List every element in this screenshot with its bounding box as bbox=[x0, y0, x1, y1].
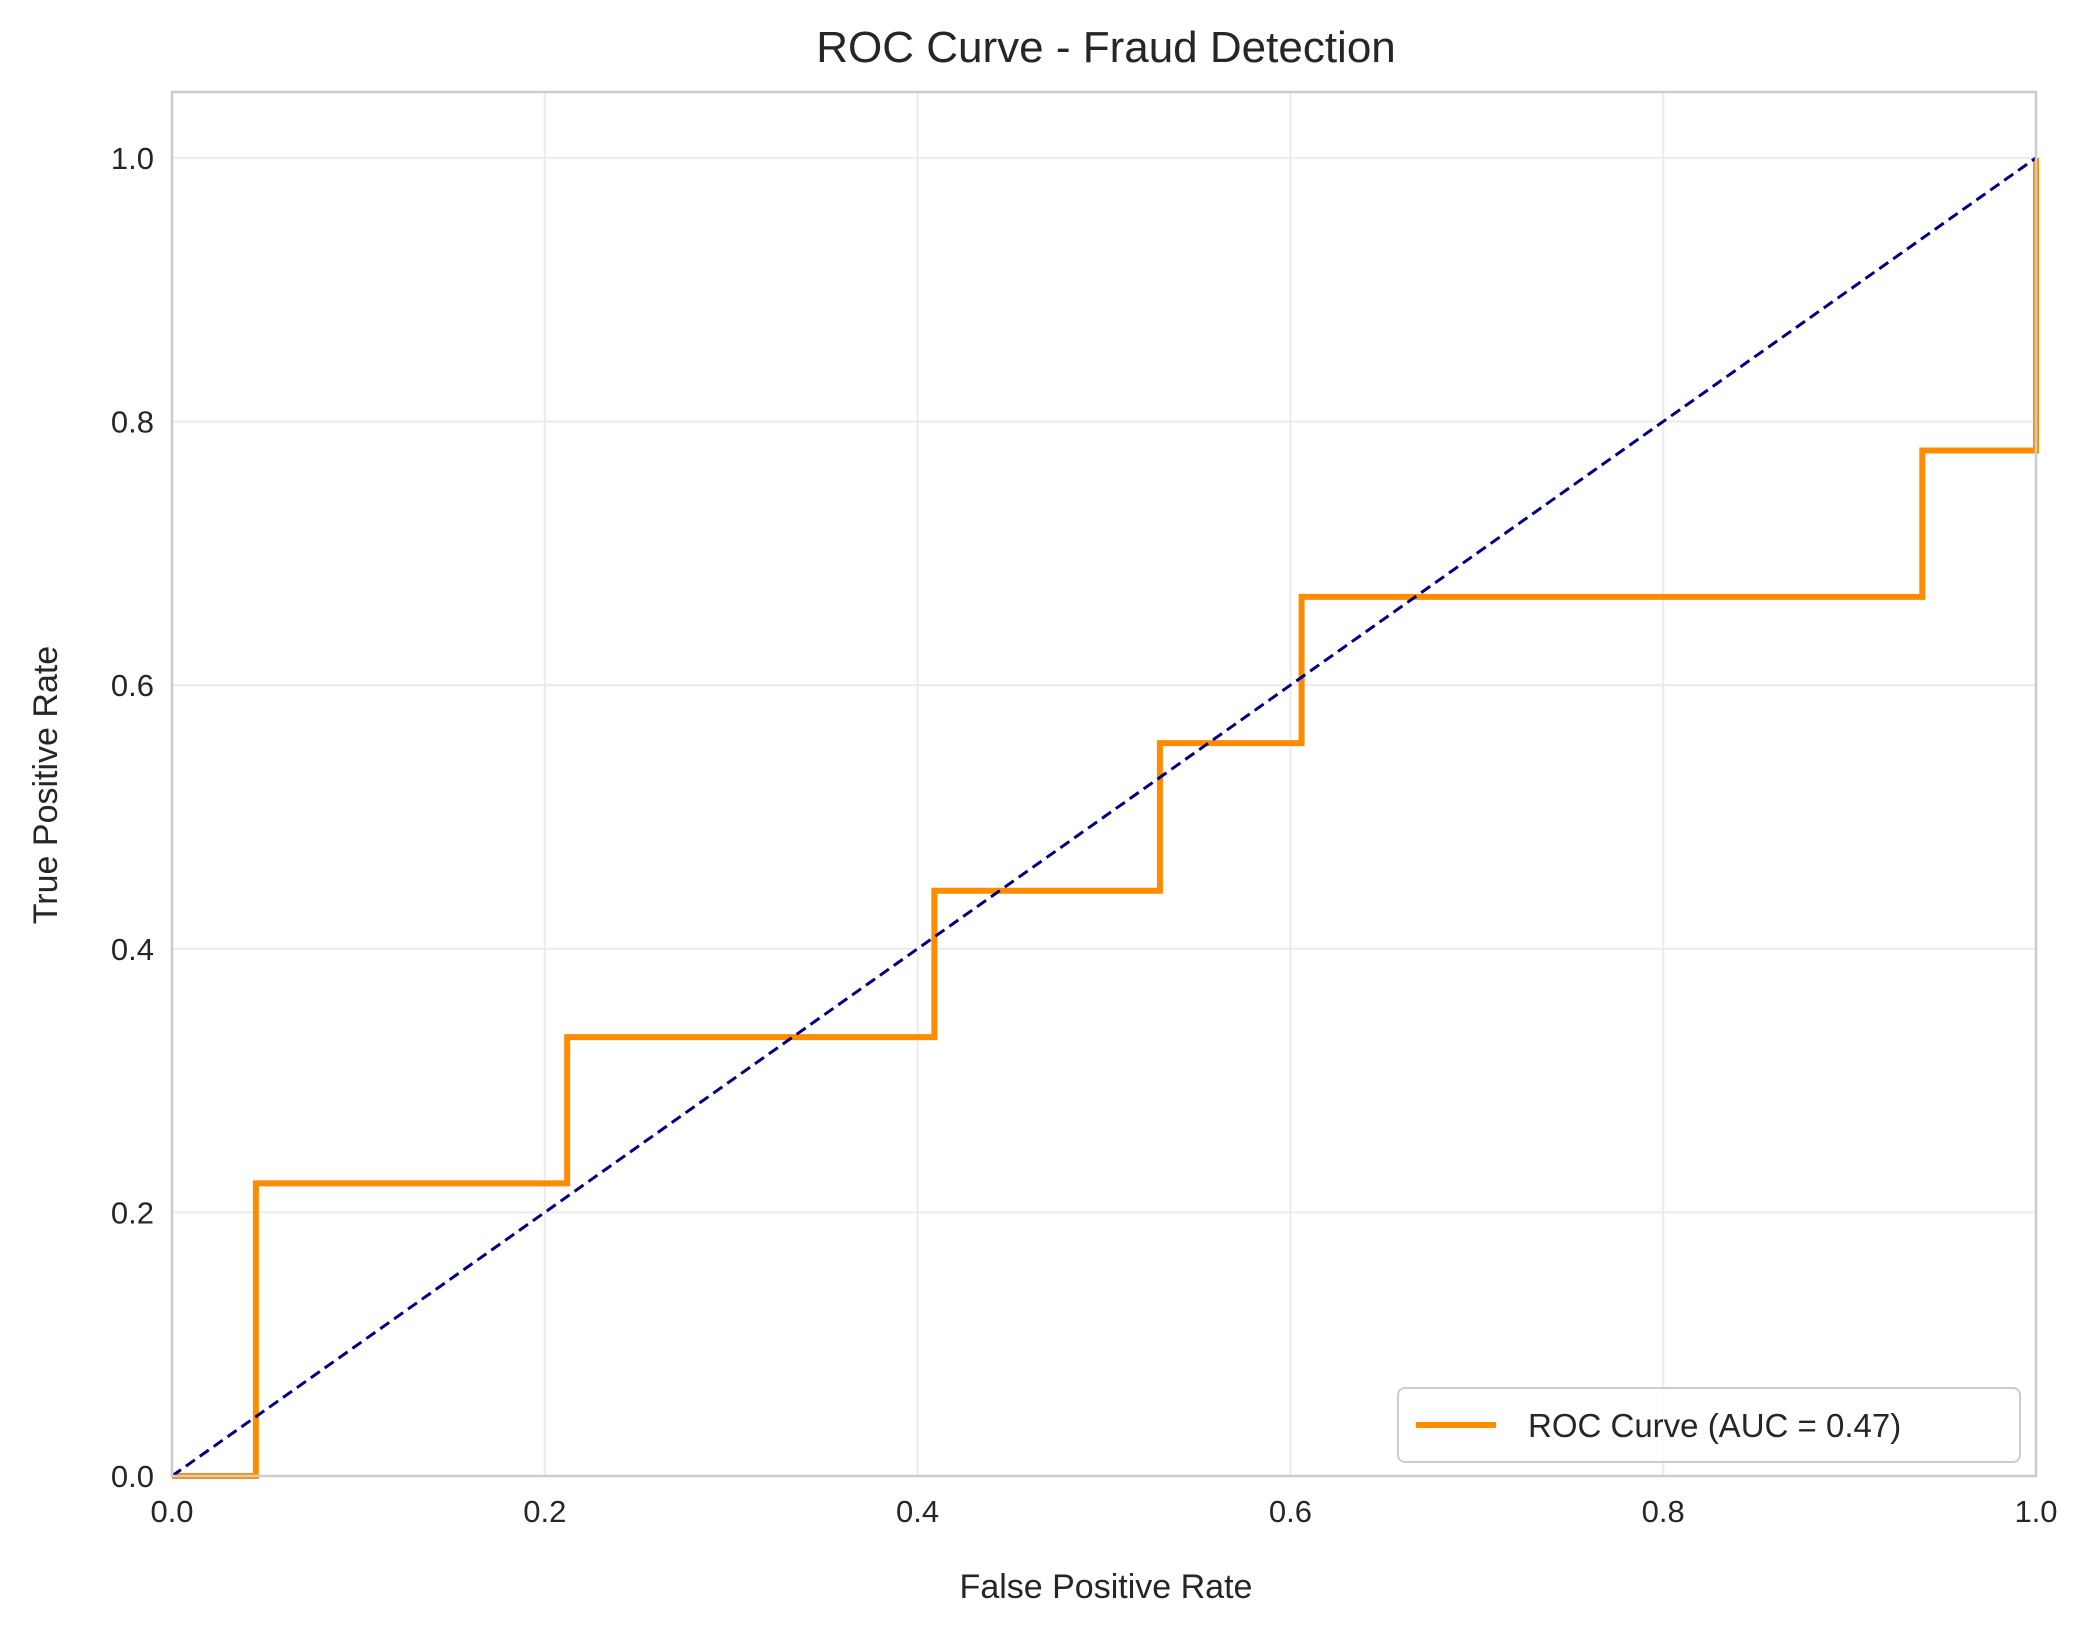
plot-area bbox=[172, 92, 2036, 1476]
chart-title: ROC Curve - Fraud Detection bbox=[816, 23, 1396, 72]
x-tick-label: 1.0 bbox=[2014, 1494, 2057, 1529]
x-tick-label: 0.2 bbox=[523, 1494, 566, 1529]
legend-box bbox=[1397, 1387, 2021, 1463]
axes-frame bbox=[170, 90, 2038, 1478]
x-axis-label: False Positive Rate bbox=[960, 1568, 1253, 1606]
random-classifier-diagonal bbox=[171, 156, 2037, 1478]
tick-labels: 0.0 0.2 0.4 0.6 0.8 1.0 0.0 0.2 0.4 0.6 0.8 1.0 bbox=[111, 141, 2058, 1529]
legend: ROC Curve (AUC = 0.47) bbox=[1397, 1387, 2021, 1463]
y-tick-label: 0.8 bbox=[111, 405, 154, 440]
y-tick-label: 0.0 bbox=[111, 1459, 154, 1494]
legend-label-roc: ROC Curve (AUC = 0.47) bbox=[1528, 1407, 1901, 1444]
x-tick-label: 0.6 bbox=[1269, 1494, 1312, 1529]
y-tick-label: 0.2 bbox=[111, 1195, 154, 1230]
y-tick-label: 0.4 bbox=[111, 932, 154, 967]
y-tick-label: 1.0 bbox=[111, 141, 154, 176]
x-tick-label: 0.8 bbox=[1642, 1494, 1685, 1529]
grid-lines bbox=[171, 92, 2037, 1477]
plot-frame bbox=[170, 90, 2038, 1478]
x-tick-label: 0.0 bbox=[150, 1494, 193, 1529]
roc-curve-line bbox=[172, 157, 2039, 1479]
y-tick-label: 0.6 bbox=[111, 668, 154, 703]
series-lines bbox=[171, 156, 2039, 1479]
y-axis-label: True Positive Rate bbox=[27, 646, 65, 924]
x-tick-label: 0.4 bbox=[896, 1494, 939, 1529]
